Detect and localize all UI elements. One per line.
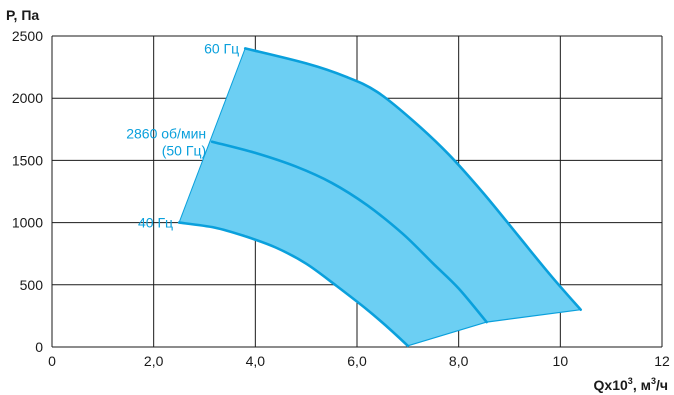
x-axis-title-unit-exponent: 3: [651, 376, 656, 386]
y-tick-label: 2500: [12, 28, 43, 44]
operating-area-layer: [179, 48, 581, 346]
x-axis-title: Qx103, м3/ч: [594, 376, 668, 393]
left-boundary-line: [178, 48, 246, 223]
x-axis-title-unit: , м: [633, 377, 651, 393]
y-axis-title: P, Па: [6, 7, 39, 23]
curve-50hz: [210, 140, 488, 324]
tick-labels-layer: 0 2,0 4,0 6,0 8,0 10 12 0 500 1000 1500 2000 2500: [12, 28, 670, 369]
label-50hz-line-1: 2860 об/мин: [126, 126, 206, 142]
x-tick-label: 4,0: [246, 353, 266, 369]
x-tick-label: 8,0: [449, 353, 469, 369]
y-tick-label: 0: [35, 339, 43, 355]
curve-40hz: [177, 221, 410, 348]
curve-layer: [177, 47, 582, 348]
y-tick-label: 1000: [12, 215, 43, 231]
x-tick-label: 6,0: [347, 353, 367, 369]
y-tick-label: 500: [20, 277, 44, 293]
operating-area: [179, 48, 581, 346]
x-tick-label: 10: [553, 353, 569, 369]
label-40hz: 40 Гц: [138, 215, 173, 231]
x-tick-label: 2,0: [144, 353, 164, 369]
y-tick-label: 2000: [12, 90, 43, 106]
label-60hz: 60 Гц: [204, 40, 239, 56]
curve-60hz: [243, 47, 582, 311]
x-axis-title-unit-end: /ч: [656, 377, 668, 393]
x-tick-label: 12: [654, 353, 670, 369]
x-axis-title-main: Qx10: [594, 377, 628, 393]
y-tick-label: 1500: [12, 152, 43, 168]
curve-labels-layer: 60 Гц 2860 об/мин(50 Гц) 40 Гц: [126, 40, 239, 230]
label-50hz-line-2: (50 Гц): [162, 143, 206, 159]
x-axis-title-exponent: 3: [628, 376, 633, 386]
x-tick-label: 0: [48, 353, 56, 369]
